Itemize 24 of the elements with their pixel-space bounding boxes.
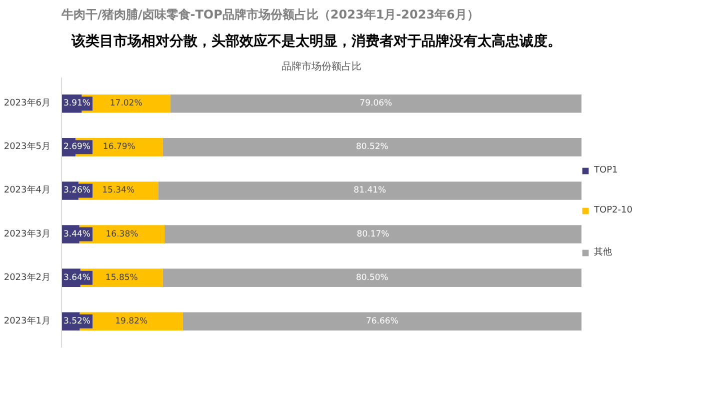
data-label: 16.79% [102,142,136,152]
y-tick-label: 2023年6月 [4,98,51,109]
chart-title: 牛肉干/猪肉脯/卤味零食-TOP品牌市场份额占比（2023年1月-2023年6月） [60,8,479,22]
data-label: 80.52% [356,142,388,152]
data-label: 15.34% [102,186,135,196]
data-label: 76.66% [366,316,398,326]
legend-label: TOP2-10 [594,206,632,216]
y-tick-label: 2023年5月 [4,141,51,152]
y-tick-label: 2023年1月 [4,315,51,326]
legend-label: TOP1 [594,166,618,176]
data-label: 16.38% [106,229,138,240]
chart-subtitle: 该类目市场相对分散，头部效应不是太明显，消费者对于品牌没有太高忠诚度。 [70,32,562,50]
data-label: 80.50% [356,272,388,283]
y-tick-label: 2023年4月 [4,184,51,196]
data-label: 17.02% [110,98,142,109]
y-tick-label: 2023年2月 [4,272,51,283]
legend-label: 其他 [594,246,613,258]
data-label: 79.06% [360,98,392,109]
data-label: 15.85% [105,272,138,283]
y-tick-label: 2023年3月 [4,228,51,240]
data-label: 81.41% [354,186,386,196]
data-label: 80.17% [356,229,390,240]
text: 品牌市场份额占比 [282,60,362,72]
data-label: 19.82% [115,316,148,326]
